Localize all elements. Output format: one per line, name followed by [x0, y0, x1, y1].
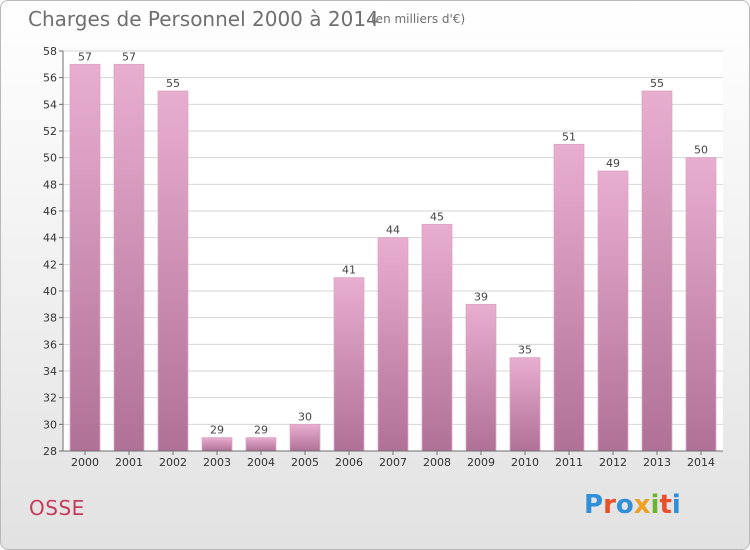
x-tick-label: 2003 — [203, 456, 231, 469]
x-tick-label: 2004 — [247, 456, 275, 469]
data-label: 45 — [430, 210, 444, 223]
x-tick-label: 2014 — [687, 456, 715, 469]
data-label: 29 — [210, 424, 224, 437]
data-label: 51 — [562, 130, 576, 143]
y-tick-label: 52 — [43, 125, 57, 138]
y-tick-label: 32 — [43, 392, 57, 405]
y-tick-label: 30 — [43, 418, 57, 431]
x-tick-label: 2013 — [643, 456, 671, 469]
x-tick-label: 2008 — [423, 456, 451, 469]
y-tick-label: 28 — [43, 445, 57, 458]
data-label: 55 — [166, 77, 180, 90]
y-tick-label: 50 — [43, 152, 57, 165]
data-label: 29 — [254, 424, 268, 437]
y-tick-label: 46 — [43, 205, 57, 218]
x-tick-label: 2012 — [599, 456, 627, 469]
logo-letter: i — [650, 490, 660, 520]
chart-title: Charges de Personnel 2000 à 2014 — [28, 7, 379, 31]
y-tick-label: 34 — [43, 365, 57, 378]
x-tick-label: 2005 — [291, 456, 319, 469]
bar — [465, 303, 497, 452]
y-tick-label: 54 — [43, 98, 57, 111]
data-label: 41 — [342, 264, 356, 277]
y-tick-label: 38 — [43, 312, 57, 325]
x-tick-label: 2000 — [71, 456, 99, 469]
bar — [201, 437, 233, 452]
data-label: 35 — [518, 344, 532, 357]
logo-letter: r — [603, 490, 616, 520]
data-label: 50 — [694, 144, 708, 157]
bar — [245, 437, 277, 452]
logo-letter: x — [633, 490, 651, 520]
bar — [113, 63, 145, 452]
y-tick-label: 36 — [43, 338, 57, 351]
bar — [333, 277, 365, 452]
bar — [289, 423, 321, 452]
bar — [685, 157, 717, 452]
chart-unit: (en milliers d'€) — [371, 12, 466, 26]
y-tick-label: 42 — [43, 258, 57, 271]
x-tick-label: 2007 — [379, 456, 407, 469]
y-tick-label: 40 — [43, 285, 57, 298]
data-label: 55 — [650, 77, 664, 90]
bar — [69, 63, 101, 452]
logo-letter: P — [584, 490, 604, 520]
bar — [509, 357, 541, 452]
data-label: 39 — [474, 290, 488, 303]
bar — [641, 90, 673, 452]
data-label: 49 — [606, 157, 620, 170]
data-label: 30 — [298, 410, 312, 423]
x-tick-label: 2011 — [555, 456, 583, 469]
y-tick-label: 48 — [43, 178, 57, 191]
bar — [553, 143, 585, 452]
logo-letter: t — [659, 490, 672, 520]
y-tick-label: 44 — [43, 232, 57, 245]
bar — [157, 90, 189, 452]
proxiti-logo: Proxiti — [584, 490, 681, 520]
x-tick-label: 2006 — [335, 456, 363, 469]
bar — [597, 170, 629, 452]
bar — [377, 237, 409, 452]
bar — [421, 223, 453, 452]
data-label: 57 — [78, 50, 92, 63]
x-tick-label: 2002 — [159, 456, 187, 469]
x-tick-label: 2010 — [511, 456, 539, 469]
city-name: OSSE — [29, 496, 85, 520]
y-tick-label: 56 — [43, 72, 57, 85]
data-label: 44 — [386, 224, 400, 237]
x-tick-label: 2009 — [467, 456, 495, 469]
data-label: 57 — [122, 50, 136, 63]
x-tick-label: 2001 — [115, 456, 143, 469]
logo-letter: o — [615, 490, 634, 520]
y-tick-label: 58 — [43, 45, 57, 58]
logo-letter: i — [671, 490, 681, 520]
